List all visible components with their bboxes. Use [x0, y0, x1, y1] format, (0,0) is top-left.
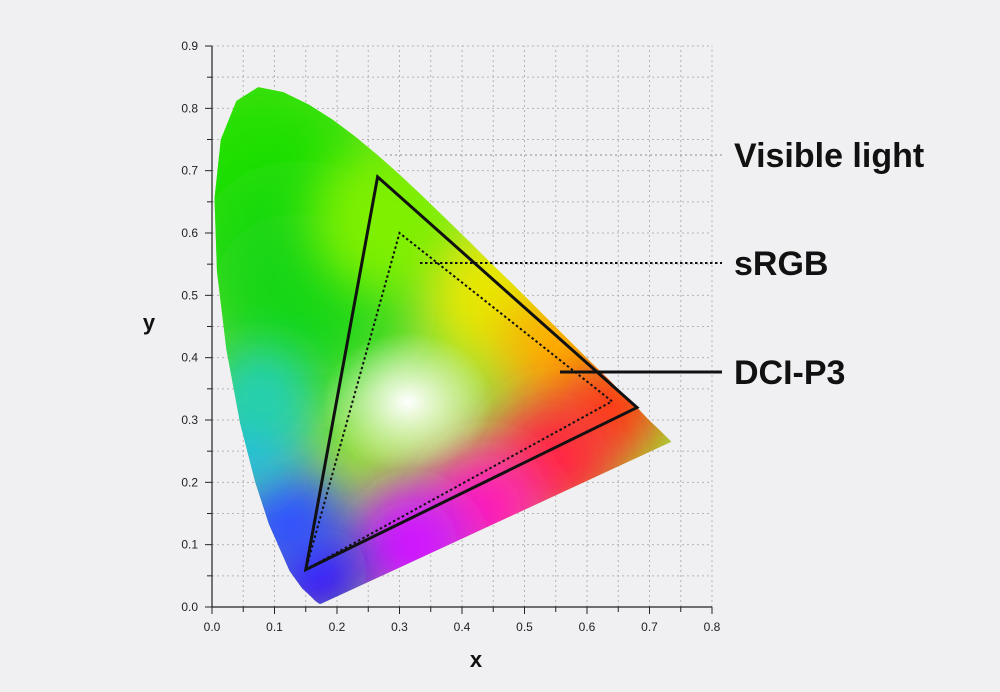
color-blob: [214, 345, 312, 445]
x-axis-title: x: [470, 647, 483, 672]
x-tick-label: 0.7: [641, 620, 658, 634]
y-tick-label: 0.2: [181, 475, 198, 489]
x-tick-label: 0.1: [266, 620, 283, 634]
y-tick-label: 0.6: [181, 226, 198, 240]
visible-light-label: Visible light: [734, 137, 924, 175]
x-tick-label: 0.3: [391, 620, 408, 634]
x-tick-label: 0.4: [454, 620, 471, 634]
srgb-label: sRGB: [734, 245, 828, 283]
white-point-glow: [322, 331, 493, 472]
srgb-triangle: [304, 231, 614, 572]
x-tick-label: 0.8: [704, 620, 721, 634]
visible-light-fill: [214, 87, 672, 604]
x-tick-label: 0.5: [516, 620, 533, 634]
dci-p3-label: DCI-P3: [734, 354, 845, 392]
y-tick-label: 0.4: [181, 351, 198, 365]
y-tick-label: 0.7: [181, 164, 198, 178]
color-blob: [349, 482, 475, 604]
x-tick-label: 0.6: [579, 620, 596, 634]
y-tick-label: 0.1: [181, 538, 198, 552]
y-tick-label: 0.8: [181, 101, 198, 115]
axes: 0.0 0.1 0.2 0.3 0.4 0.5 0.6 0.7 0.8 0.0 0.1 0.2 0.3 0…: [181, 39, 720, 634]
gamut-outlines: [303, 174, 640, 573]
y-axis-title: y: [143, 310, 156, 335]
y-tick-label: 0.9: [181, 39, 198, 53]
y-tick-label: 0.0: [181, 600, 198, 614]
y-tick-label: 0.5: [181, 288, 198, 302]
x-tick-label: 0.0: [204, 620, 221, 634]
dci-p3-triangle: [303, 174, 640, 573]
x-tick-label: 0.2: [329, 620, 346, 634]
callouts: Visible light sRGB DCI-P3: [385, 137, 924, 392]
y-tick-label: 0.3: [181, 413, 198, 427]
